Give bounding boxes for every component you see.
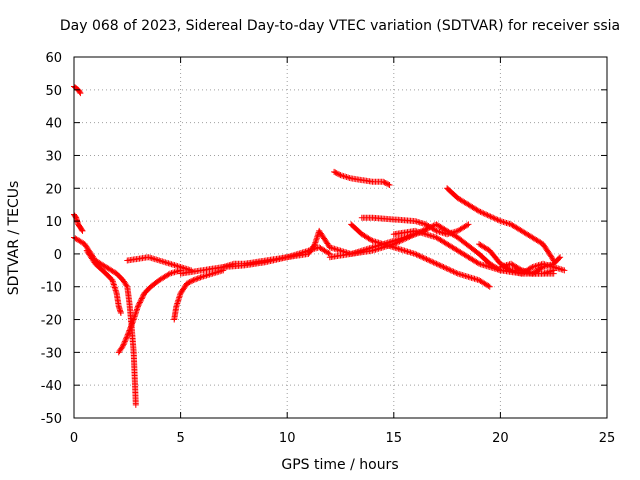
series-trace-11 — [348, 221, 493, 290]
x-tick-labels: 0 5 10 15 20 25 — [70, 431, 615, 446]
y-tick-label: -50 — [41, 412, 62, 427]
y-tick-label: 50 — [45, 84, 62, 99]
series-trace-15 — [444, 185, 557, 264]
y-tick-labels: 60 50 40 30 20 10 0 -10 -20 -30 -40 -50 — [41, 51, 62, 427]
plot-frame — [73, 56, 608, 419]
y-tick-label: 40 — [45, 117, 62, 132]
y-tick-label: 10 — [45, 215, 62, 230]
y-tick-label: 0 — [54, 248, 62, 263]
y-tick-label: -20 — [41, 314, 62, 329]
series-trace-13 — [358, 214, 472, 238]
x-tick-label: 15 — [386, 431, 403, 446]
x-tick-label: 20 — [492, 431, 509, 446]
tick-marks — [73, 56, 608, 419]
x-tick-label: 25 — [599, 431, 616, 446]
y-tick-label: -10 — [41, 281, 62, 296]
series-trace-6 — [124, 254, 195, 274]
data-marks — [71, 83, 568, 408]
series-trace-7 — [171, 267, 227, 323]
y-tick-label: -40 — [41, 379, 62, 394]
y-tick-label: 60 — [45, 51, 62, 66]
series-trace-17 — [497, 254, 564, 277]
grid-lines — [74, 57, 607, 418]
series-trace-4 — [83, 247, 124, 316]
chart-title: Day 068 of 2023, Sidereal Day-to-day VTE… — [59, 18, 621, 34]
y-tick-label: 30 — [45, 149, 62, 164]
series-trace-2 — [71, 211, 86, 234]
x-tick-label: 10 — [279, 431, 296, 446]
y-tick-label: -30 — [41, 346, 62, 361]
y-tick-label: 20 — [45, 182, 62, 197]
x-tick-label: 0 — [70, 431, 78, 446]
x-axis-label: GPS time / hours — [281, 457, 399, 473]
x-tick-label: 5 — [176, 431, 184, 446]
series-trace-5 — [115, 267, 184, 356]
series-trace-12 — [331, 168, 393, 188]
